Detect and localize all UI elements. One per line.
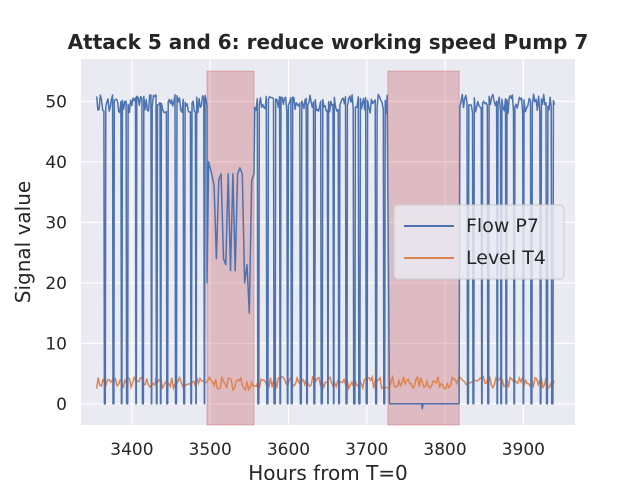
series-line-flow-p7 <box>95 93 556 410</box>
x-tick-label: 3700 <box>345 440 388 460</box>
series-lines <box>95 93 556 410</box>
y-axis-label: Signal value <box>11 181 35 303</box>
x-tick-label: 3800 <box>423 440 466 460</box>
x-axis-label: Hours from T=0 <box>248 461 408 480</box>
series-line-level-t4 <box>95 374 555 392</box>
legend: Flow P7 Level T4 <box>393 204 565 280</box>
chart-title: Attack 5 and 6: reduce working speed Pum… <box>68 30 589 54</box>
x-tick-label: 3500 <box>189 440 232 460</box>
legend-label-flow-p7: Flow P7 <box>466 215 539 237</box>
y-tick-label: 10 <box>45 334 67 354</box>
y-tick-label: 20 <box>45 274 67 294</box>
x-tick-label: 3600 <box>267 440 310 460</box>
y-tick-label: 50 <box>45 92 67 112</box>
x-tick-label: 3400 <box>110 440 153 460</box>
y-tick-labels: 0 10 20 30 40 50 <box>45 92 67 414</box>
y-tick-label: 30 <box>45 213 67 233</box>
y-tick-label: 0 <box>56 395 67 415</box>
legend-label-level-t4: Level T4 <box>466 247 546 269</box>
legend-box <box>393 204 565 280</box>
x-tick-label: 3900 <box>502 440 545 460</box>
x-tick-labels: 3400 3500 3600 3700 3800 3900 <box>110 440 545 460</box>
y-tick-label: 40 <box>45 153 67 173</box>
